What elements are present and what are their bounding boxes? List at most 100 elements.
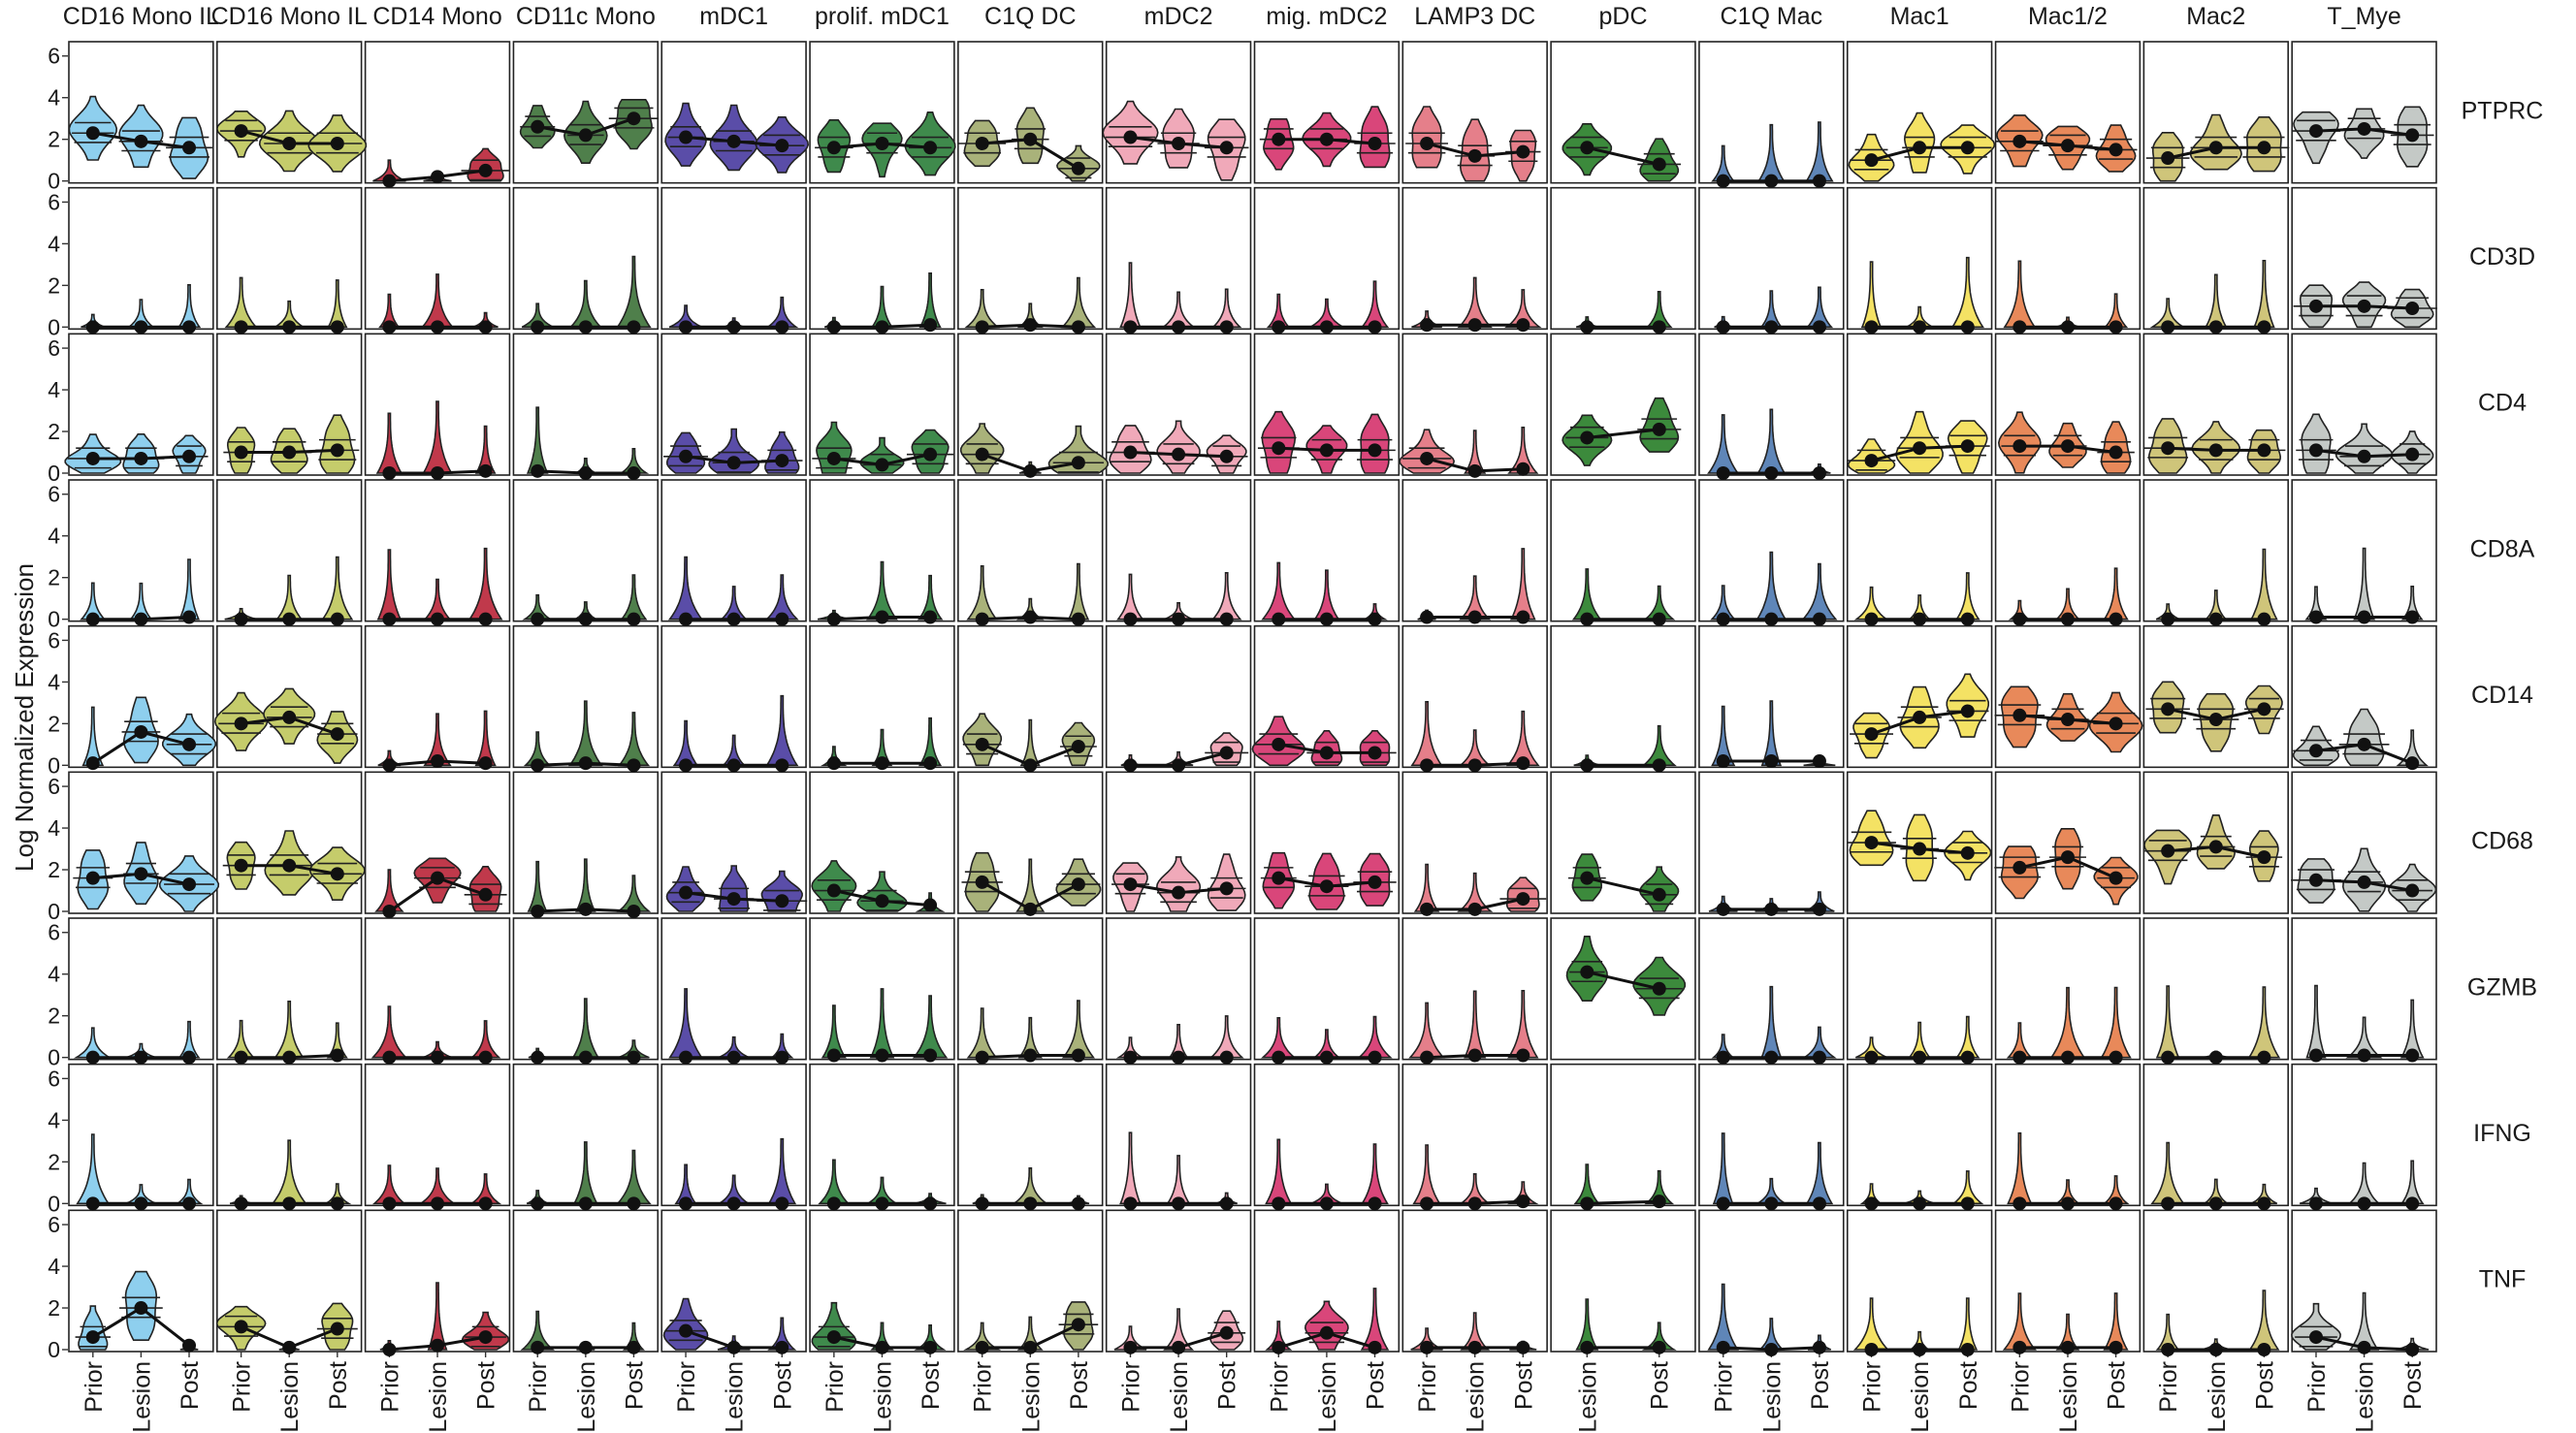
- median-dot-Post: [182, 320, 197, 334]
- median-dot-Lesion: [431, 320, 445, 334]
- median-dot-Lesion: [1172, 885, 1186, 900]
- y-tick-label: 0: [48, 1191, 60, 1216]
- violin-GZMB-Post: [1357, 1015, 1393, 1059]
- median-dot-Prior: [1420, 318, 1434, 333]
- median-dot-Prior: [1420, 136, 1434, 150]
- median-dot-Post: [627, 612, 641, 626]
- violin-CD8A-Post: [1954, 572, 1980, 621]
- y-tick-label: 2: [48, 1003, 60, 1029]
- violin-IFNG-Lesion: [1755, 1177, 1788, 1205]
- median-dot-Post: [2257, 1343, 2271, 1356]
- violin-PTPRC-Post: [1805, 121, 1834, 182]
- median-dot-Prior: [1123, 130, 1138, 144]
- violin-GZMB-Prior: [226, 1019, 256, 1059]
- cell-type-label: prolif. mDC1: [815, 3, 950, 30]
- violin-CD68-Lesion: [1457, 872, 1494, 912]
- median-dot-Post: [2109, 320, 2123, 334]
- y-tick-label: 0: [48, 899, 60, 924]
- median-dot-Post: [1652, 1340, 1666, 1354]
- median-dot-Prior: [1420, 758, 1434, 773]
- median-dot-Lesion: [1172, 1050, 1186, 1065]
- gene-label: TNF: [2479, 1266, 2527, 1293]
- violin-CD8A-Post: [1509, 548, 1536, 621]
- median-dot-Post: [1516, 1340, 1530, 1354]
- median-dot-Prior: [826, 612, 841, 626]
- median-dot-Post: [478, 1050, 493, 1065]
- median-dot-Post: [923, 447, 938, 462]
- median-dot-Lesion: [1319, 1325, 1334, 1340]
- violin-IFNG-Lesion: [717, 1174, 752, 1205]
- violin-CD8A-Prior: [1710, 585, 1737, 621]
- median-dot-Prior: [679, 130, 693, 144]
- violin-CD3D-Lesion: [1759, 290, 1784, 329]
- median-trend-line: [1586, 876, 1660, 897]
- median-dot-Post: [1652, 981, 1666, 996]
- violin-IFNG-Post: [767, 1137, 797, 1205]
- median-dot-Post: [478, 463, 493, 478]
- median-dot-Post: [1812, 320, 1826, 334]
- median-dot-Prior: [1420, 1196, 1434, 1211]
- median-dot-Prior: [2308, 1048, 2323, 1063]
- violin-CD3D-Post: [2103, 293, 2129, 329]
- violin-TNF-Post: [767, 1317, 797, 1351]
- median-dot-Prior: [85, 126, 100, 141]
- x-tick-label: Prior: [2155, 1361, 2182, 1413]
- median-dot-Post: [923, 318, 938, 333]
- violin-IFNG-Post: [323, 1183, 352, 1205]
- median-dot-Prior: [531, 320, 545, 334]
- violin-CD8A-Prior: [966, 564, 998, 621]
- median-dot-Prior: [2161, 612, 2175, 626]
- x-tick-label: Lesion: [2352, 1361, 2379, 1433]
- violin-CD4-Lesion: [1756, 408, 1787, 474]
- median-dot-Prior: [1123, 1050, 1138, 1065]
- median-dot-Lesion: [1580, 141, 1594, 155]
- x-tick-label: Lesion: [276, 1361, 304, 1433]
- median-dot-Post: [923, 610, 938, 624]
- median-dot-Post: [1652, 157, 1666, 172]
- violin-CD68-Prior: [374, 869, 404, 912]
- median-dot-Lesion: [2060, 139, 2075, 153]
- y-tick-label: 4: [48, 377, 60, 402]
- median-dot-Post: [1219, 1325, 1234, 1340]
- median-dot-Lesion: [875, 1340, 889, 1354]
- y-tick-label: 4: [48, 1254, 60, 1279]
- median-dot-Post: [1368, 1196, 1382, 1211]
- median-dot-Prior: [2012, 612, 2027, 626]
- median-dot-Post: [1652, 422, 1666, 436]
- median-dot-Post: [182, 449, 197, 463]
- median-dot-Lesion: [726, 456, 741, 470]
- median-dot-Post: [1812, 1050, 1826, 1065]
- median-dot-Lesion: [1913, 842, 1927, 856]
- violin-TNF-Prior: [1410, 1327, 1443, 1351]
- violin-IFNG-Prior: [1119, 1131, 1142, 1205]
- y-tick-label: 0: [48, 314, 60, 339]
- violin-PTPRC-Prior: [1711, 144, 1736, 182]
- violin-CD8A-Prior: [80, 582, 107, 621]
- median-dot-Post: [923, 756, 938, 771]
- y-tick-label: 4: [48, 962, 60, 987]
- violin-GZMB-Lesion: [1312, 1029, 1341, 1059]
- median-dot-Post: [1368, 746, 1382, 760]
- median-dot-Lesion: [2060, 713, 2075, 727]
- median-dot-Prior: [975, 1340, 989, 1354]
- median-dot-Lesion: [2060, 1340, 2075, 1354]
- violin-IFNG-Post: [616, 1149, 652, 1205]
- median-dot-Prior: [382, 320, 397, 334]
- median-dot-Prior: [1272, 132, 1286, 146]
- median-dot-Lesion: [726, 612, 741, 626]
- violin-TNF-Post: [1957, 1297, 1979, 1351]
- median-dot-Lesion: [2208, 320, 2223, 334]
- median-dot-Prior: [679, 1323, 693, 1338]
- violin-IFNG-Lesion: [125, 1184, 157, 1205]
- median-dot-Post: [2405, 128, 2420, 143]
- violin-CD8A-Post: [467, 547, 503, 621]
- median-dot-Lesion: [1580, 871, 1594, 885]
- median-dot-Post: [1071, 1048, 1085, 1063]
- median-dot-Prior: [1420, 902, 1434, 916]
- median-dot-Lesion: [1913, 1050, 1927, 1065]
- median-dot-Lesion: [2357, 737, 2371, 751]
- median-dot-Post: [1960, 141, 1975, 155]
- median-dot-Post: [923, 1196, 938, 1211]
